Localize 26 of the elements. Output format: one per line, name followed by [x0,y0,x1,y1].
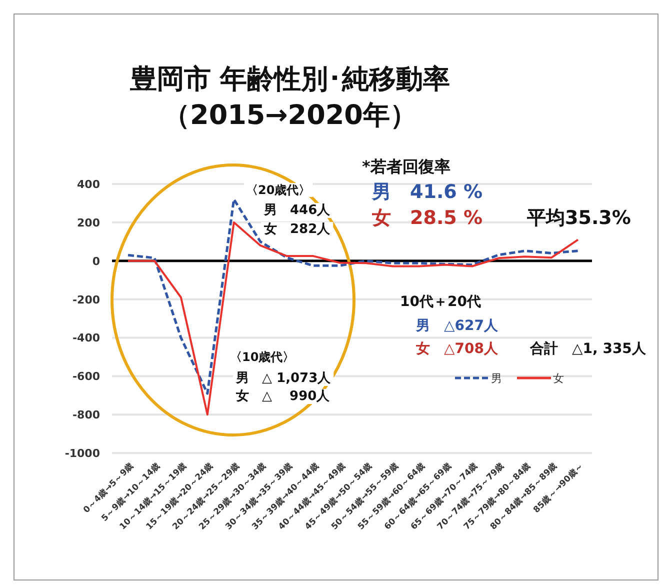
y-tick-label: 400 [77,178,100,191]
y-tick-label: 0 [92,254,100,268]
annotation: 女 282人 [263,222,332,237]
y-tick-label: -1000 [64,447,100,460]
annotation: 女 △ 990人 [235,389,331,404]
chart-subtitle: （2015→2020年） [163,100,417,131]
annotation: 男 △627人 [415,318,499,334]
y-tick-label: -200 [72,293,100,306]
y-tick-label: -800 [72,408,100,422]
annotation: 平均35.3% [526,207,631,229]
y-tick-label: 200 [77,216,100,230]
y-tick-label: -400 [72,332,100,345]
chart-title: 豊岡市 年齢性別･純移動率 [128,64,450,95]
annotation: 男 △ 1,073人 [235,371,332,386]
annotation: 女 28.5 % [371,207,483,229]
legend-label: 男 [491,372,502,385]
annotation: 10代＋20代 [400,294,481,310]
annotation: 女 △708人 [415,341,499,357]
annotation: 合計 △1, 335人 [529,341,647,357]
text: *若者回復率 [362,157,450,176]
annotation: 〈10歳代〉 [230,350,295,364]
annotation: 男 446人 [263,203,332,218]
legend-label: 女 [553,372,564,385]
y-tick-label: -600 [72,370,100,384]
annotation: 〈20歳代〉 [246,183,311,197]
annotation: 男 41.6 % [371,181,483,203]
